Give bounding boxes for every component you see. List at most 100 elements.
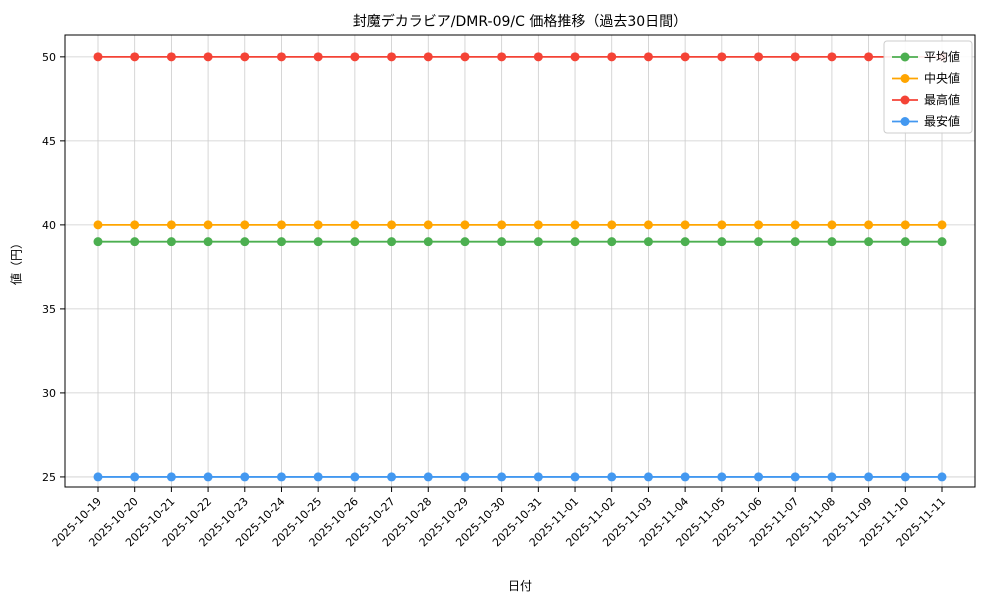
data-point [130, 52, 140, 62]
data-point [533, 220, 543, 230]
legend-item-0: 平均値 [892, 49, 960, 64]
data-point [130, 472, 140, 482]
data-point [937, 237, 947, 247]
data-point [313, 472, 323, 482]
data-point [497, 220, 507, 230]
data-point [900, 237, 910, 247]
y-tick-label: 30 [42, 387, 56, 400]
data-point [680, 52, 690, 62]
data-point [240, 220, 250, 230]
y-tick-label: 40 [42, 219, 56, 232]
data-point [827, 472, 837, 482]
plot-border [64, 34, 976, 488]
data-point [827, 220, 837, 230]
data-point [533, 237, 543, 247]
data-point [754, 52, 764, 62]
y-axis-ticks: 25 30 35 40 45 50 [42, 51, 65, 484]
data-point [607, 472, 617, 482]
y-axis-label: 値（円） [9, 236, 24, 286]
data-point [717, 472, 727, 482]
y-tick-label: 25 [42, 471, 56, 484]
data-point [313, 220, 323, 230]
data-point [790, 220, 800, 230]
data-point [717, 220, 727, 230]
data-point [387, 220, 397, 230]
data-point [240, 52, 250, 62]
chart-title: 封魔デカラビア/DMR-09/C 価格推移（過去30日間） [352, 14, 688, 30]
data-point [93, 237, 103, 247]
data-point [203, 472, 213, 482]
data-point [350, 472, 360, 482]
data-point [387, 472, 397, 482]
data-point [754, 472, 764, 482]
data-point [754, 237, 764, 247]
data-point [350, 52, 360, 62]
legend-label: 平均値 [924, 49, 960, 64]
data-point [827, 52, 837, 62]
series-line-0 [93, 237, 947, 247]
data-point [643, 472, 653, 482]
data-point [387, 52, 397, 62]
data-point [350, 220, 360, 230]
data-point [460, 220, 470, 230]
data-point [387, 237, 397, 247]
data-point [166, 52, 176, 62]
legend-label: 中央値 [924, 71, 960, 86]
data-point [827, 237, 837, 247]
data-point [166, 237, 176, 247]
data-point [864, 220, 874, 230]
data-point [717, 237, 727, 247]
legend-marker [900, 117, 910, 126]
data-point [570, 237, 580, 247]
data-point [313, 52, 323, 62]
data-point [937, 220, 947, 230]
data-point [93, 220, 103, 230]
data-point [533, 472, 543, 482]
data-point [570, 220, 580, 230]
data-point [864, 52, 874, 62]
legend-label: 最高値 [924, 92, 960, 107]
data-point [276, 472, 286, 482]
data-point [423, 220, 433, 230]
data-point [570, 52, 580, 62]
data-point [130, 220, 140, 230]
data-point [607, 237, 617, 247]
data-point [864, 472, 874, 482]
legend-marker [900, 74, 910, 83]
data-point [93, 52, 103, 62]
data-point [276, 52, 286, 62]
data-point [643, 237, 653, 247]
data-point [93, 472, 103, 482]
data-point [717, 52, 727, 62]
data-point [533, 52, 543, 62]
x-axis-ticks: 2025-10-192025-10-202025-10-212025-10-22… [50, 487, 948, 549]
data-point [790, 52, 800, 62]
data-point [240, 237, 250, 247]
data-point [900, 472, 910, 482]
legend-item-3: 最安値 [892, 114, 960, 129]
data-point [607, 52, 617, 62]
data-point [937, 472, 947, 482]
data-point [643, 220, 653, 230]
series-line-2 [93, 52, 947, 62]
legend-label: 最安値 [924, 114, 960, 129]
data-point [423, 52, 433, 62]
data-point [680, 220, 690, 230]
data-point [754, 220, 764, 230]
data-point [166, 220, 176, 230]
data-point [460, 52, 470, 62]
data-point [607, 220, 617, 230]
data-point [423, 237, 433, 247]
series-line-3 [93, 472, 947, 482]
series-line-1 [93, 220, 947, 230]
y-tick-label: 45 [42, 135, 56, 148]
data-point [350, 237, 360, 247]
data-point [240, 472, 250, 482]
data-point [423, 472, 433, 482]
data-point [790, 472, 800, 482]
y-tick-label: 35 [42, 303, 56, 316]
data-point [497, 237, 507, 247]
